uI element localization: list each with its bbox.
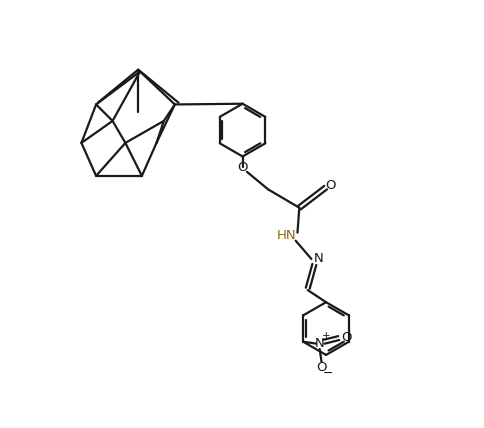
Text: O: O — [342, 331, 352, 344]
Text: +: + — [322, 331, 331, 341]
Text: HN: HN — [277, 229, 296, 242]
Text: O: O — [316, 361, 327, 374]
Text: −: − — [323, 367, 333, 380]
Text: N: N — [314, 253, 324, 265]
Text: O: O — [325, 179, 336, 192]
Text: O: O — [237, 161, 248, 174]
Text: N: N — [315, 337, 325, 350]
